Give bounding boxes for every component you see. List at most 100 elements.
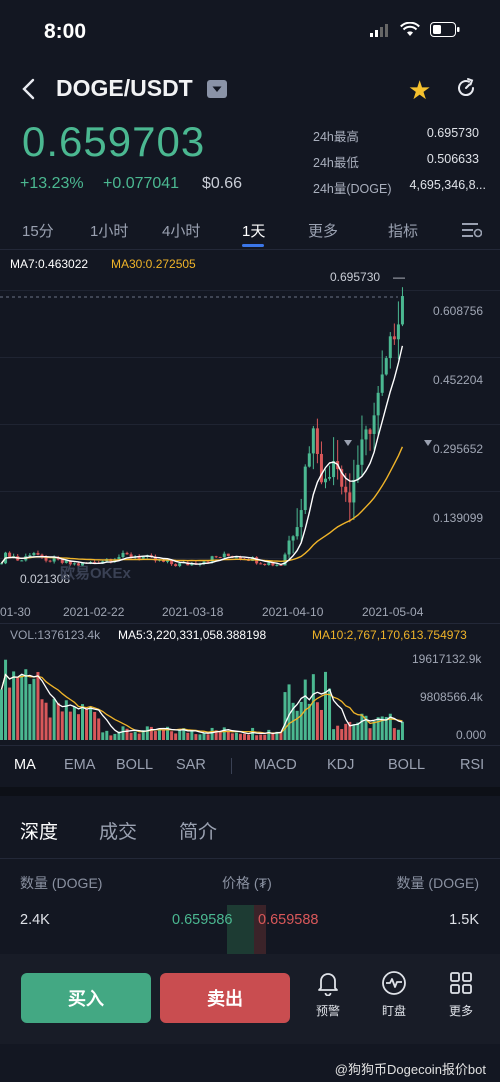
bid-price[interactable]: 0.659586 <box>172 912 233 928</box>
volume-bar <box>234 732 238 740</box>
volume-bar <box>372 721 376 740</box>
volume-bar <box>243 733 246 740</box>
favorite-star-icon[interactable]: ★ <box>408 75 432 105</box>
price-tick: 0.608756 <box>433 304 484 318</box>
stat-low-label: 24h最低 <box>313 156 359 170</box>
ask-depth-bar <box>254 905 266 955</box>
watch-button[interactable]: 盯盘 <box>369 970 419 1019</box>
stat-volume-label: 24h量(DOGE) <box>313 182 392 196</box>
candle-body <box>76 563 80 566</box>
indicator-ma[interactable]: MA <box>14 757 36 773</box>
tab-indicators[interactable]: 指标 <box>388 223 419 240</box>
alert-button[interactable]: 预警 <box>303 970 353 1019</box>
candle-body <box>307 453 311 467</box>
candle-body <box>141 556 145 559</box>
candle-body <box>137 556 141 559</box>
more-button[interactable]: 更多 <box>436 970 486 1019</box>
stat-high-label: 24h最高 <box>313 130 359 144</box>
pair-dropdown[interactable] <box>207 80 227 98</box>
tab-trades[interactable]: 成交 <box>99 822 138 843</box>
tab-1h[interactable]: 1小时 <box>90 223 129 240</box>
candle-body <box>340 469 344 487</box>
volume-bar <box>72 706 76 740</box>
bell-icon <box>318 973 338 996</box>
volume-bar <box>170 731 174 740</box>
buy-button[interactable]: 买入 <box>21 973 151 1023</box>
volume-bar <box>396 729 400 740</box>
candle-body <box>251 557 255 561</box>
ma30-legend: MA30:0.272505 <box>111 257 196 271</box>
tab-depth[interactable]: 深度 <box>20 822 59 843</box>
high-marker: 0.695730 <box>330 270 381 284</box>
candle-body <box>380 374 384 393</box>
indicator-ema[interactable]: EMA <box>64 757 96 773</box>
stat-low-value: 0.506633 <box>426 152 479 166</box>
sell-button[interactable]: 卖出 <box>160 973 290 1023</box>
volume-bar <box>251 727 255 740</box>
tab-4h[interactable]: 4小时 <box>162 223 201 240</box>
indicator-rsi[interactable]: RSI <box>460 757 485 773</box>
tab-1d[interactable]: 1天 <box>242 223 266 240</box>
volume-bar <box>60 711 64 740</box>
candle-body <box>81 562 84 566</box>
ask-price[interactable]: 0.659588 <box>258 912 319 928</box>
vol-ma5-line <box>0 673 403 735</box>
candle-body <box>153 556 157 561</box>
tab-info[interactable]: 简介 <box>179 822 218 843</box>
volume-bar <box>275 731 279 740</box>
volume-bar <box>238 733 242 740</box>
alert-label: 预警 <box>315 1004 340 1018</box>
grid-line <box>0 491 500 492</box>
candle-body <box>40 554 44 557</box>
volume-bar <box>222 727 226 740</box>
volume-bar <box>121 726 125 740</box>
volume-bar <box>194 734 198 740</box>
pair-title[interactable]: DOGE/USDT <box>56 75 193 101</box>
indicator-macd[interactable]: MACD <box>254 757 297 773</box>
indicator-kdj[interactable]: KDJ <box>327 757 355 773</box>
grid-line <box>0 558 500 559</box>
volume-chart[interactable] <box>0 640 500 744</box>
volume-bar <box>380 716 384 740</box>
candle-body <box>384 358 388 375</box>
refresh-icon[interactable] <box>454 76 478 105</box>
chart-settings-icon[interactable] <box>462 222 482 238</box>
candle-body <box>360 439 364 465</box>
candlestick-chart[interactable] <box>0 250 500 598</box>
change-absolute: +0.077041 <box>103 175 180 192</box>
indicator-divider <box>231 758 232 774</box>
volume-bar <box>153 731 157 740</box>
candle-body <box>238 557 242 559</box>
candle-body <box>222 553 226 558</box>
volume-bar <box>137 733 141 740</box>
tab-15m[interactable]: 15分 <box>22 223 54 240</box>
status-icons <box>370 22 460 37</box>
caret-down-icon <box>424 440 432 446</box>
volume-bar <box>271 733 275 740</box>
indicator-boll[interactable]: BOLL <box>116 757 154 773</box>
candle-body <box>117 557 121 560</box>
candle-body <box>275 564 279 566</box>
indicator-boll-sub[interactable]: BOLL <box>388 757 426 773</box>
volume-bar <box>340 729 344 740</box>
back-button[interactable] <box>18 76 44 102</box>
volume-bar <box>24 669 28 740</box>
vol-tick: 0.000 <box>456 728 487 742</box>
volume-bar <box>307 703 311 740</box>
volume-bar <box>125 728 129 740</box>
volume-bar <box>384 716 388 740</box>
indicator-sar[interactable]: SAR <box>176 757 206 773</box>
header: DOGE/USDT ★ <box>0 64 500 114</box>
divider <box>0 745 500 746</box>
volume-bar <box>319 709 323 740</box>
volume-bar <box>0 689 3 740</box>
volume-bar <box>332 729 336 740</box>
volume-bar <box>32 678 36 740</box>
candle-body <box>36 553 40 555</box>
volume-bar <box>206 734 210 740</box>
ask-qty-header: 数量 (DOGE) <box>396 875 479 891</box>
tab-more[interactable]: 更多 <box>308 223 339 240</box>
volume-bar <box>8 687 12 740</box>
candle-body <box>332 461 336 478</box>
volume-bar <box>149 726 153 740</box>
